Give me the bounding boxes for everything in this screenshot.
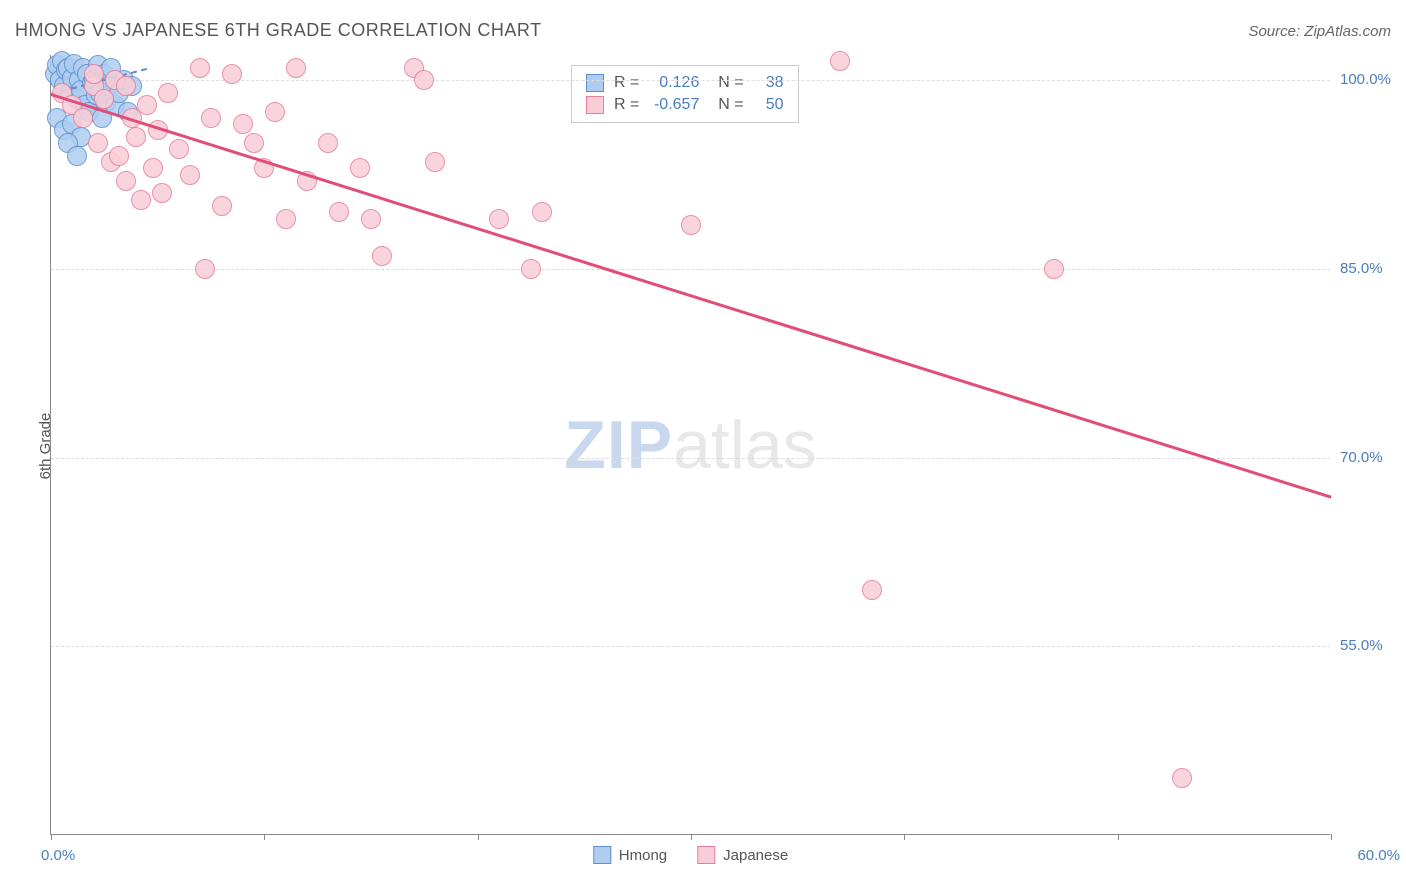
scatter-point [862,580,882,600]
xaxis-min-label: 0.0% [41,847,75,864]
scatter-point [131,190,151,210]
legend-swatch [586,74,604,92]
xtick [51,834,52,840]
scatter-point [116,171,136,191]
xtick [1331,834,1332,840]
correlation-legend-row: R = -0.657 N = 50 [586,94,784,116]
scatter-point [190,58,210,78]
scatter-point [116,76,136,96]
scatter-point [222,64,242,84]
xtick [264,834,265,840]
legend-swatch [697,846,715,864]
xaxis-max-label: 60.0% [1357,847,1400,864]
scatter-point [169,139,189,159]
legend-r-label: R = [614,96,639,114]
scatter-point [1044,259,1064,279]
scatter-point [158,83,178,103]
ytick-label: 85.0% [1340,260,1400,277]
scatter-point [830,51,850,71]
chart-title: HMONG VS JAPANESE 6TH GRADE CORRELATION … [15,20,542,41]
ytick-label: 70.0% [1340,449,1400,466]
scatter-point [244,133,264,153]
scatter-point [88,133,108,153]
gridline [51,80,1330,81]
legend-swatch [593,846,611,864]
scatter-point [233,114,253,134]
xtick [691,834,692,840]
gridline [51,646,1330,647]
scatter-point [489,209,509,229]
scatter-point [143,158,163,178]
series-legend: Hmong Japanese [593,846,788,864]
xtick [904,834,905,840]
scatter-point [361,209,381,229]
scatter-point [73,108,93,128]
scatter-point [1172,768,1192,788]
scatter-point [195,259,215,279]
ytick-label: 55.0% [1340,637,1400,654]
scatter-point [137,95,157,115]
scatter-point [67,146,87,166]
legend-r-value: -0.657 [649,96,699,114]
scatter-point [152,183,172,203]
legend-n-label: N = [709,96,743,114]
scatter-point [126,127,146,147]
series-legend-label: Japanese [723,847,788,864]
ytick-label: 100.0% [1340,71,1400,88]
scatter-point [329,202,349,222]
legend-n-label: N = [709,74,743,92]
xtick [1118,834,1119,840]
legend-n-value: 38 [754,74,784,92]
legend-n-value: 50 [754,96,784,114]
xtick [478,834,479,840]
scatter-point [84,64,104,84]
watermark: ZIPatlas [564,406,816,484]
scatter-point [318,133,338,153]
series-legend-item: Japanese [697,846,788,864]
watermark-zip: ZIP [564,407,673,483]
title-bar: HMONG VS JAPANESE 6TH GRADE CORRELATION … [15,20,1391,41]
scatter-point [201,108,221,128]
scatter-point [681,215,701,235]
scatter-point [350,158,370,178]
series-legend-label: Hmong [619,847,667,864]
scatter-plot: ZIPatlas 0.0% 60.0% R =0.126 N =38R =-0.… [50,55,1330,835]
scatter-point [414,70,434,90]
scatter-point [372,246,392,266]
correlation-legend: R = 0.126 N = 38 R = -0.657 N = 50 [571,65,799,123]
watermark-atlas: atlas [673,407,817,483]
scatter-point [425,152,445,172]
gridline [51,269,1330,270]
scatter-point [212,196,232,216]
scatter-point [521,259,541,279]
scatter-point [94,89,114,109]
series-legend-item: Hmong [593,846,667,864]
legend-swatch [586,96,604,114]
scatter-point [286,58,306,78]
scatter-point [276,209,296,229]
gridline [51,458,1330,459]
scatter-point [109,146,129,166]
correlation-legend-row: R = 0.126 N = 38 [586,72,784,94]
source-label: Source: ZipAtlas.com [1248,23,1391,40]
scatter-point [532,202,552,222]
trendline [51,93,1332,498]
legend-r-value: 0.126 [649,74,699,92]
scatter-point [265,102,285,122]
scatter-point [180,165,200,185]
legend-r-label: R = [614,74,639,92]
